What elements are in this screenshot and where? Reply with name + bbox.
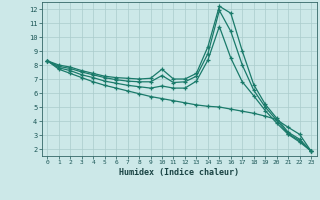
X-axis label: Humidex (Indice chaleur): Humidex (Indice chaleur) (119, 168, 239, 177)
